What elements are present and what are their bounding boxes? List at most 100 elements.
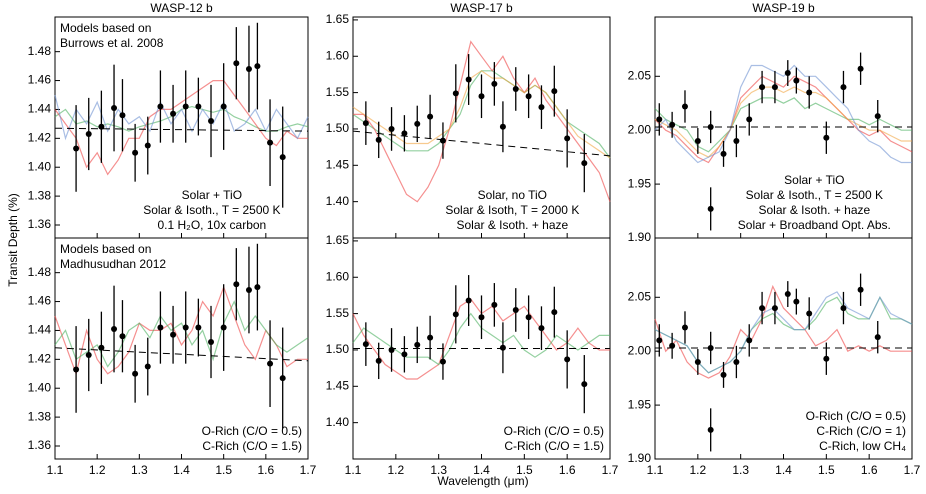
legend-entry: O-Rich (C/O = 0.5): [202, 424, 302, 438]
x-tick-label: 1.2: [89, 463, 106, 477]
data-point: [465, 297, 472, 304]
data-point: [581, 381, 588, 388]
panel-title: WASP-17 b: [450, 1, 513, 15]
y-tick-label: 1.44: [28, 102, 52, 116]
data-point: [478, 314, 485, 321]
legend-entry: C-Rich (C/O = 1.5): [202, 439, 302, 453]
data-point: [73, 145, 80, 152]
data-point: [840, 305, 847, 312]
y-tick-label: 1.50: [326, 342, 350, 356]
y-tick-label: 2.05: [628, 289, 652, 303]
data-point: [538, 104, 545, 111]
data-point: [182, 103, 189, 110]
data-point: [245, 287, 252, 293]
x-tick-label: 1.5: [215, 463, 232, 477]
y-tick-label: 1.48: [28, 265, 52, 279]
x-axis-label: Wavelength (μm): [437, 474, 528, 488]
legend-entry: Solar + Broadband Opt. Abs.: [738, 218, 891, 232]
y-tick-label: 1.46: [28, 73, 52, 87]
x-tick-label: 1.6: [861, 463, 878, 477]
data-point: [771, 84, 778, 91]
data-point: [823, 355, 830, 362]
data-point: [746, 337, 753, 344]
x-tick-label: 1.2: [689, 463, 706, 477]
legend-entry: O-Rich (C/O = 0.5): [504, 424, 604, 438]
data-point: [170, 110, 177, 117]
data-point: [375, 136, 382, 143]
x-tick-label: 1.3: [430, 463, 447, 477]
model-line: [654, 64, 912, 164]
data-point: [401, 130, 408, 137]
data-point: [525, 314, 532, 321]
x-tick-label: 1.1: [47, 463, 64, 477]
legend-entry: Solar & Isoth. + haze: [456, 218, 568, 232]
legend-entry: C-Rich (C/O = 1): [816, 424, 906, 438]
y-tick-label: 1.90: [628, 230, 652, 244]
data-point: [793, 298, 800, 305]
data-point: [759, 84, 766, 91]
data-point: [823, 134, 830, 141]
y-tick-label: 1.45: [326, 378, 350, 392]
y-tick-label: 1.60: [326, 48, 350, 62]
y-tick-label: 1.95: [628, 397, 652, 411]
data-point: [375, 357, 382, 364]
data-point: [806, 89, 813, 96]
x-tick-label: 1.4: [173, 463, 190, 477]
data-point: [85, 352, 92, 358]
data-point: [132, 149, 139, 156]
data-point: [681, 103, 688, 110]
y-tick-label: 1.38: [28, 188, 52, 202]
legend-entry: 0.1 H₂O, 10x carbon: [158, 218, 267, 232]
y-tick-label: 1.90: [628, 451, 652, 465]
model-line: [54, 300, 309, 368]
data-point: [208, 118, 215, 124]
data-point: [491, 80, 498, 87]
data-point: [254, 284, 261, 291]
x-tick-label: 1.7: [602, 463, 619, 477]
data-point: [98, 123, 105, 130]
panel-title: WASP-19 b: [752, 1, 815, 15]
data-point: [452, 311, 459, 318]
y-tick-label: 1.40: [28, 159, 52, 173]
data-point: [220, 324, 227, 331]
data-point: [170, 331, 177, 338]
data-point: [267, 139, 274, 146]
data-point: [759, 305, 766, 312]
data-point: [427, 334, 434, 341]
data-point: [414, 341, 421, 348]
data-point: [144, 142, 151, 149]
data-point: [771, 305, 778, 312]
data-point: [157, 324, 164, 331]
data-point: [694, 137, 701, 144]
data-point: [388, 346, 395, 353]
data-point: [85, 131, 92, 137]
data-point: [681, 324, 688, 331]
y-tick-label: 1.45: [326, 157, 350, 171]
data-point: [874, 113, 881, 120]
data-point: [669, 342, 676, 349]
data-point: [132, 370, 139, 377]
x-tick-label: 1.1: [647, 463, 664, 477]
data-point: [195, 103, 202, 110]
x-tick-label: 1.7: [904, 463, 921, 477]
data-point: [111, 326, 118, 332]
y-tick-label: 1.95: [628, 176, 652, 190]
x-tick-label: 1.5: [818, 463, 835, 477]
data-point: [564, 356, 571, 363]
data-point: [784, 291, 791, 298]
x-tick-label: 1.4: [473, 463, 490, 477]
data-point: [144, 363, 151, 370]
x-tick-label: 1.6: [559, 463, 576, 477]
legend-entry: Solar, no TiO: [478, 188, 547, 202]
data-point: [452, 90, 459, 97]
data-point: [538, 325, 545, 332]
data-point: [793, 77, 800, 84]
y-tick-label: 2.05: [628, 68, 652, 82]
data-point: [233, 60, 240, 67]
data-point: [245, 66, 252, 72]
legend-entry: Solar & Isoth., T = 2500 K: [746, 188, 883, 202]
data-point: [427, 113, 434, 120]
y-tick-label: 1.36: [28, 217, 52, 231]
data-point: [707, 426, 714, 433]
y-axis-label: Transit Depth (%): [6, 193, 20, 287]
